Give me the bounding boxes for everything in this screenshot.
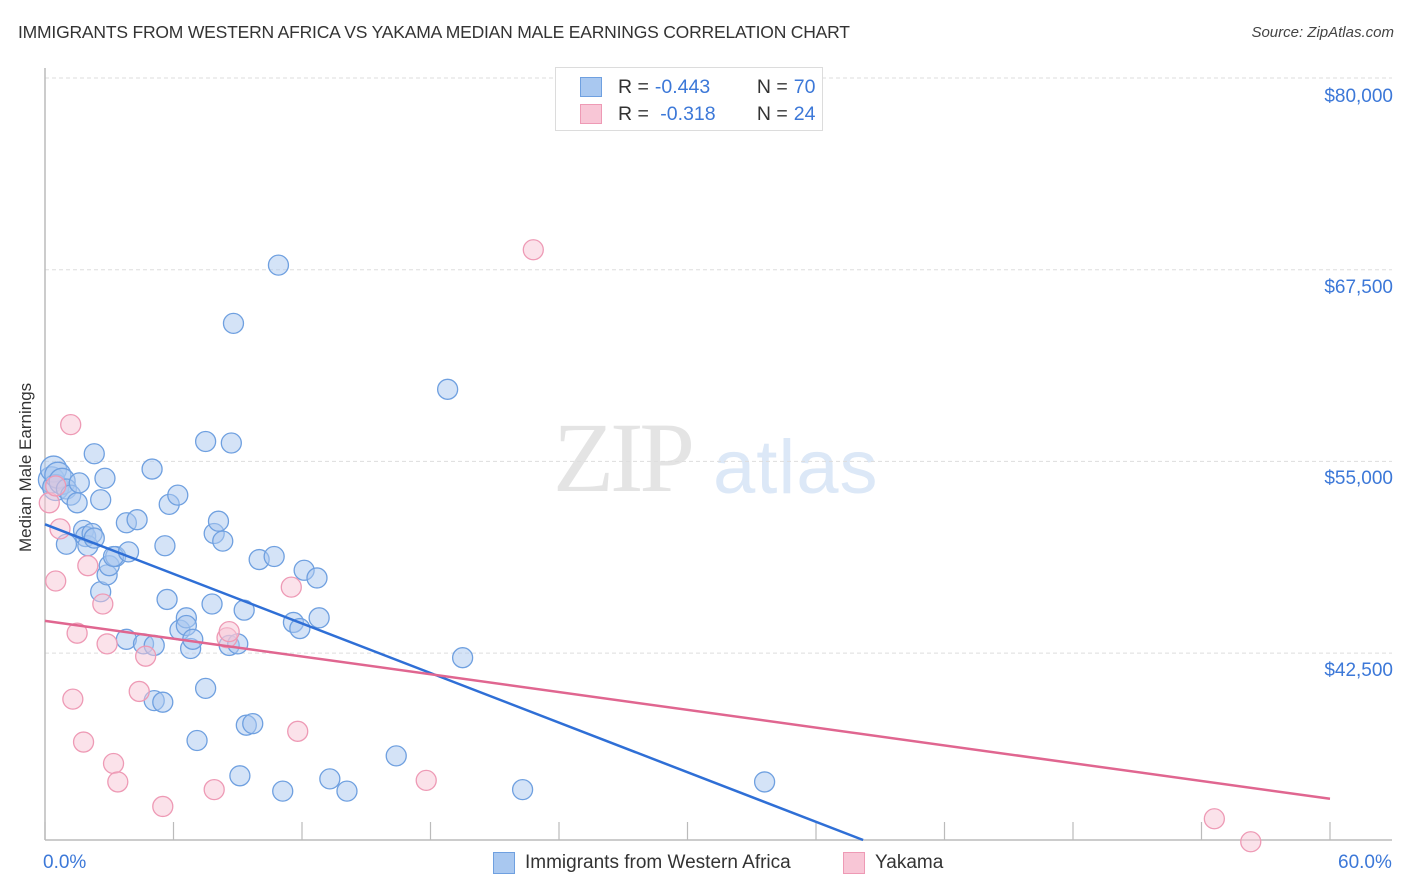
point-yakama — [96, 633, 118, 655]
legend-label: Immigrants from Western Africa — [525, 852, 791, 873]
n-value: 24 — [793, 102, 816, 125]
point-western-africa — [753, 771, 776, 793]
point-western-africa — [212, 530, 234, 552]
point-western-africa — [336, 780, 358, 802]
y-tick-67500: $67,500 — [1324, 277, 1393, 298]
point-yakama — [77, 555, 99, 577]
point-western-africa — [66, 492, 88, 514]
point-yakama — [60, 413, 82, 436]
point-western-africa — [194, 677, 217, 700]
point-yakama — [1203, 808, 1225, 830]
legend-item-western-africa[interactable]: Immigrants from Western Africa — [493, 852, 791, 874]
y-tick-80000: $80,000 — [1324, 86, 1393, 107]
point-yakama — [1240, 831, 1262, 853]
blue-legend-swatch-icon — [493, 852, 515, 874]
point-yakama — [522, 239, 544, 261]
pink-swatch-icon — [580, 104, 602, 124]
point-western-africa — [83, 527, 105, 549]
point-western-africa — [451, 647, 474, 669]
point-western-africa — [385, 745, 407, 767]
point-western-africa — [194, 430, 217, 453]
n-value: 70 — [793, 75, 816, 98]
source-label: Source: ZipAtlas.com — [1251, 24, 1394, 41]
trendline-western-africa — [44, 523, 864, 842]
point-western-africa — [436, 378, 459, 400]
x-axis-max-label: 60.0% — [1338, 852, 1392, 873]
point-western-africa — [186, 729, 208, 752]
point-yakama — [45, 475, 67, 497]
point-western-africa — [154, 535, 176, 557]
point-western-africa — [90, 489, 112, 511]
point-western-africa — [68, 472, 90, 494]
point-western-africa — [229, 765, 251, 787]
watermark-atlas: atlas — [713, 425, 879, 510]
r-value: -0.318 — [654, 102, 716, 125]
point-western-africa — [201, 593, 223, 615]
point-yakama — [102, 752, 125, 775]
point-yakama — [66, 622, 88, 644]
y-axis-title-wrap: Median Male Earnings — [16, 383, 36, 752]
blue-swatch-icon — [580, 77, 602, 97]
point-western-africa — [167, 484, 189, 506]
point-western-africa — [308, 607, 330, 629]
n-label: N = — [756, 102, 788, 125]
point-yakama — [203, 778, 225, 801]
stats-row-western-africa: R = -0.443 N = 70 — [580, 74, 815, 100]
point-western-africa — [263, 545, 285, 568]
point-yakama — [107, 771, 129, 793]
point-yakama — [415, 769, 437, 792]
point-western-africa — [141, 458, 163, 480]
point-western-africa — [511, 778, 534, 801]
point-yakama — [152, 795, 174, 818]
y-axis-title: Median Male Earnings — [16, 382, 35, 552]
stats-row-yakama: R = -0.318 N = 24 — [580, 101, 815, 127]
correlation-stats-box: R = -0.443 N = 70 R = -0.318 N = 24 — [555, 67, 823, 131]
r-label: R = — [618, 75, 649, 98]
r-value: -0.443 — [654, 75, 711, 98]
point-western-africa — [319, 768, 341, 790]
point-yakama — [280, 576, 302, 598]
point-western-africa — [220, 432, 242, 454]
point-western-africa — [126, 509, 148, 531]
point-yakama — [92, 593, 114, 615]
point-yakama — [45, 570, 67, 592]
point-western-africa — [267, 254, 290, 276]
point-western-africa — [242, 712, 264, 735]
point-western-africa — [306, 567, 328, 589]
trendline-yakama — [44, 619, 1331, 801]
y-tick-42500: $42,500 — [1324, 660, 1393, 681]
point-western-africa — [156, 588, 178, 611]
point-yakama — [72, 731, 95, 753]
point-western-africa — [83, 443, 105, 465]
x-axis-min-label: 0.0% — [43, 852, 87, 873]
watermark-zip: ZIP — [553, 402, 695, 513]
n-label: N = — [756, 75, 788, 98]
point-western-africa — [222, 312, 245, 335]
r-label: R = — [618, 102, 649, 125]
point-yakama — [128, 680, 150, 703]
point-western-africa — [207, 510, 230, 532]
point-western-africa — [94, 467, 116, 489]
y-tick-55000: $55,000 — [1324, 468, 1393, 489]
legend-label: Yakama — [875, 852, 944, 873]
point-yakama — [287, 720, 309, 742]
point-western-africa — [272, 780, 294, 802]
point-yakama — [135, 645, 157, 667]
chart-title: IMMIGRANTS FROM WESTERN AFRICA VS YAKAMA… — [18, 22, 850, 42]
point-western-africa — [152, 691, 174, 713]
point-yakama — [62, 688, 84, 710]
legend-item-yakama[interactable]: Yakama — [843, 852, 943, 874]
pink-legend-swatch-icon — [843, 852, 865, 874]
point-yakama — [218, 620, 240, 643]
